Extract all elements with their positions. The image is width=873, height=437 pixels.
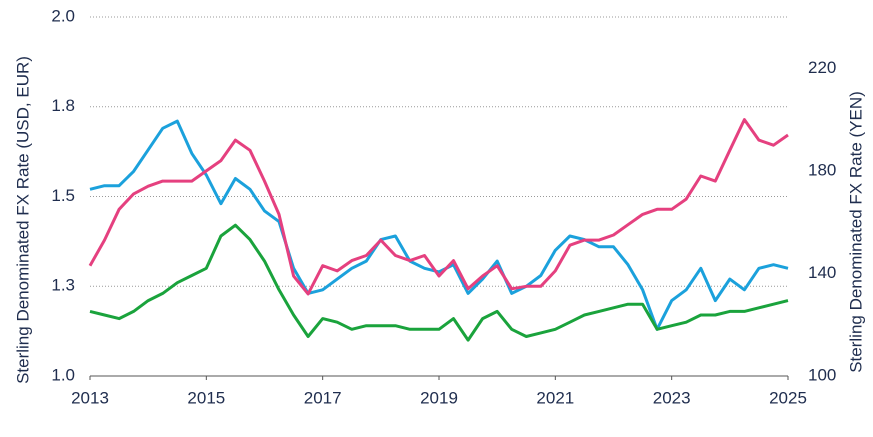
x-tick-label: 2021 (536, 388, 574, 407)
x-tick-label: 2023 (653, 388, 691, 407)
x-tick-label: 2017 (304, 388, 342, 407)
series-line (89, 223, 789, 342)
y-tick-label: 1.3 (51, 276, 75, 295)
x-tick-label: 2025 (769, 388, 807, 407)
series-line (88, 118, 789, 296)
y-tick-label: 2.0 (51, 6, 75, 25)
y-tick-label: 1.8 (51, 96, 75, 115)
y-tick-label: 1.0 (51, 365, 75, 384)
x-tick-label: 2013 (71, 388, 109, 407)
y2-tick-label: 100 (808, 365, 836, 384)
y2-tick-label: 140 (808, 263, 836, 282)
x-tick-label: 2015 (187, 388, 225, 407)
y2-tick-label: 220 (808, 58, 836, 77)
y-axis-label: Sterling Denominated FX Rate (USD, EUR) (13, 56, 32, 384)
y2-axis-label: Sterling Denominated FX Rate (YEN) (846, 91, 865, 373)
y2-tick-label: 180 (808, 160, 836, 179)
y-tick-label: 1.5 (51, 186, 75, 205)
x-tick-label: 2019 (420, 388, 458, 407)
series-line (89, 119, 789, 331)
